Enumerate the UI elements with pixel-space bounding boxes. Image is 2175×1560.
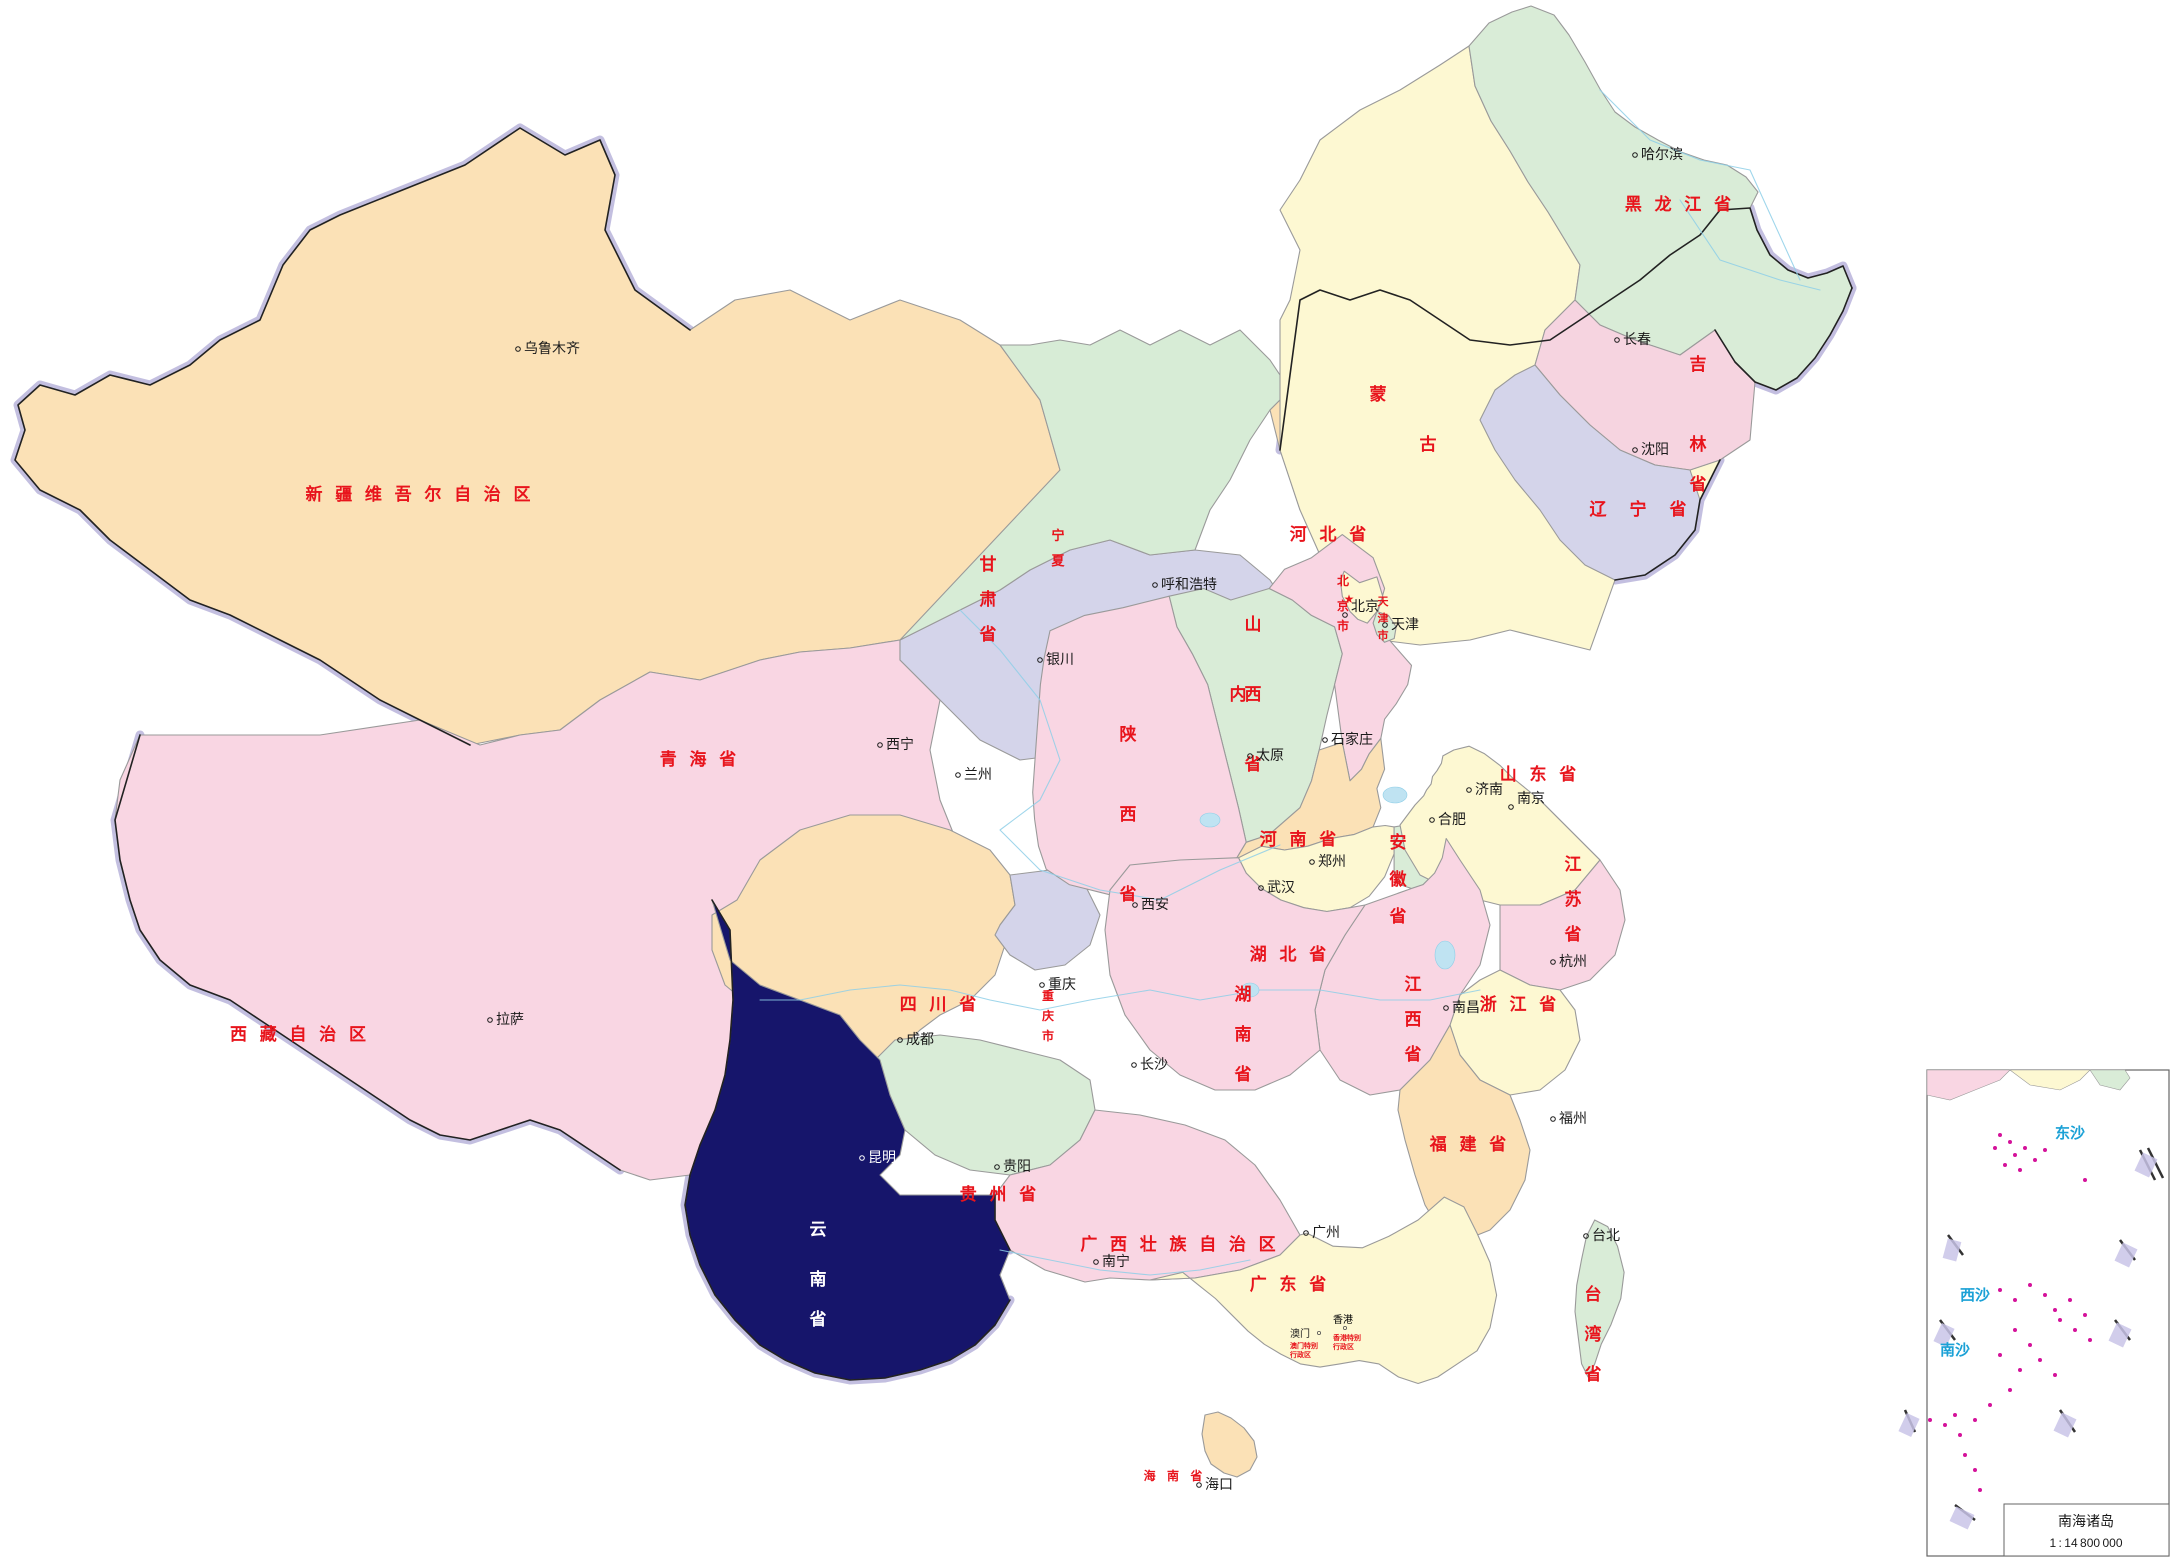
svg-text:沈阳: 沈阳 <box>1641 441 1669 457</box>
svg-text:西沙: 西沙 <box>1960 1287 1990 1304</box>
svg-text:太原: 太原 <box>1256 747 1284 763</box>
svg-text:北: 北 <box>1337 573 1353 588</box>
svg-text:西: 西 <box>1245 685 1266 704</box>
svg-text:石家庄: 石家庄 <box>1331 731 1373 747</box>
svg-text:广州: 广州 <box>1312 1224 1340 1240</box>
svg-text:市: 市 <box>1042 1028 1058 1043</box>
svg-text:南: 南 <box>810 1269 831 1289</box>
svg-text:省: 省 <box>1234 1064 1256 1084</box>
svg-text:银川: 银川 <box>1046 651 1074 667</box>
svg-text:甘: 甘 <box>980 554 1001 574</box>
svg-text:武汉: 武汉 <box>1267 879 1295 895</box>
svg-text:林: 林 <box>1690 434 1711 454</box>
svg-text:天: 天 <box>1378 595 1393 608</box>
svg-text:湖: 湖 <box>1235 985 1256 1004</box>
svg-text:合肥: 合肥 <box>1438 811 1466 827</box>
svg-text:郑州: 郑州 <box>1318 853 1346 869</box>
svg-text:西 藏 自 治 区: 西 藏 自 治 区 <box>230 1024 370 1044</box>
svg-text:哈尔滨: 哈尔滨 <box>1641 146 1683 162</box>
svg-text:1 : 14 800 000: 1 : 14 800 000 <box>2049 1536 2122 1550</box>
svg-text:广 西 壮 族 自 治 区: 广 西 壮 族 自 治 区 <box>1080 1234 1279 1254</box>
svg-text:贵 州 省: 贵 州 省 <box>960 1184 1040 1204</box>
svg-text:省: 省 <box>1689 474 1711 494</box>
svg-text:杭州: 杭州 <box>1559 953 1587 969</box>
svg-text:行政区: 行政区 <box>1332 1342 1354 1351</box>
svg-text:西: 西 <box>1405 1010 1426 1029</box>
svg-text:肃: 肃 <box>980 590 1001 609</box>
svg-text:省: 省 <box>979 624 1001 644</box>
svg-text:南海诸岛: 南海诸岛 <box>2058 1513 2114 1529</box>
svg-text:市: 市 <box>1337 618 1353 633</box>
svg-text:福 建 省: 福 建 省 <box>1429 1134 1510 1154</box>
svg-text:夏: 夏 <box>1050 553 1068 568</box>
svg-text:香港: 香港 <box>1333 1314 1353 1326</box>
svg-text:拉萨: 拉萨 <box>496 1011 524 1027</box>
svg-text:山: 山 <box>1245 615 1266 634</box>
svg-text:徽: 徽 <box>1389 869 1411 889</box>
svg-text:省: 省 <box>1584 1364 1606 1384</box>
svg-text:宁: 宁 <box>1630 499 1651 519</box>
svg-text:吉: 吉 <box>1690 355 1711 374</box>
svg-text:济南: 济南 <box>1475 781 1503 797</box>
svg-text:河 南 省: 河 南 省 <box>1260 829 1340 849</box>
svg-text:浙 江 省: 浙 江 省 <box>1480 994 1560 1014</box>
svg-text:江: 江 <box>1565 855 1586 874</box>
svg-text:四 川 省: 四 川 省 <box>900 994 980 1014</box>
svg-text:湾: 湾 <box>1585 1324 1606 1344</box>
svg-text:省: 省 <box>1564 924 1586 944</box>
svg-text:省: 省 <box>809 1309 831 1329</box>
svg-text:澳门: 澳门 <box>1290 1327 1310 1340</box>
svg-text:★: ★ <box>1344 592 1355 606</box>
svg-text:黑 龙 江 省: 黑 龙 江 省 <box>1625 194 1735 214</box>
svg-text:南沙: 南沙 <box>1940 1341 1970 1359</box>
svg-text:西宁: 西宁 <box>886 736 914 752</box>
svg-text:陕: 陕 <box>1120 724 1141 744</box>
svg-text:山 东 省: 山 东 省 <box>1500 764 1580 784</box>
svg-text:东沙: 东沙 <box>2055 1124 2085 1142</box>
svg-text:西安: 西安 <box>1141 896 1169 912</box>
svg-text:省: 省 <box>1389 906 1411 926</box>
svg-text:贵阳: 贵阳 <box>1003 1158 1031 1174</box>
svg-text:西: 西 <box>1120 805 1141 824</box>
svg-text:福州: 福州 <box>1559 1110 1587 1126</box>
svg-text:行政区: 行政区 <box>1289 1350 1311 1359</box>
svg-text:长沙: 长沙 <box>1140 1056 1168 1072</box>
svg-text:安: 安 <box>1390 832 1411 852</box>
svg-text:呼和浩特: 呼和浩特 <box>1161 576 1217 592</box>
svg-text:昆明: 昆明 <box>868 1149 896 1165</box>
svg-text:澳门特别: 澳门特别 <box>1290 1341 1318 1350</box>
svg-text:南: 南 <box>1235 1024 1256 1044</box>
svg-text:长春: 长春 <box>1623 331 1651 347</box>
svg-text:重庆: 重庆 <box>1048 976 1076 992</box>
svg-text:河 北 省: 河 北 省 <box>1290 524 1370 544</box>
svg-text:青 海 省: 青 海 省 <box>660 749 740 769</box>
svg-text:庆: 庆 <box>1041 1008 1058 1023</box>
svg-text:宁: 宁 <box>1051 528 1068 543</box>
svg-text:南宁: 南宁 <box>1102 1253 1130 1269</box>
svg-text:广 东 省: 广 东 省 <box>1250 1274 1330 1294</box>
svg-text:台: 台 <box>1585 1284 1606 1304</box>
svg-text:省: 省 <box>1404 1044 1426 1064</box>
svg-text:省: 省 <box>1119 884 1141 904</box>
svg-text:兰州: 兰州 <box>964 766 992 782</box>
svg-text:辽: 辽 <box>1590 500 1611 519</box>
svg-text:江: 江 <box>1405 975 1426 994</box>
svg-text:新 疆 维 吾 尔 自 治 区: 新 疆 维 吾 尔 自 治 区 <box>305 484 534 504</box>
svg-text:天津: 天津 <box>1391 616 1419 632</box>
svg-text:香港特别: 香港特别 <box>1332 1333 1361 1342</box>
svg-text:台北: 台北 <box>1592 1227 1620 1243</box>
svg-text:云: 云 <box>810 1220 831 1239</box>
svg-text:苏: 苏 <box>1565 889 1586 909</box>
svg-text:南昌: 南昌 <box>1452 999 1480 1015</box>
svg-text:海 南 省: 海 南 省 <box>1144 1468 1207 1483</box>
svg-text:成都: 成都 <box>906 1031 934 1047</box>
svg-text:海口: 海口 <box>1205 1476 1233 1492</box>
svg-text:古: 古 <box>1420 434 1441 454</box>
svg-text:北京: 北京 <box>1351 598 1379 614</box>
svg-text:蒙: 蒙 <box>1370 384 1391 404</box>
svg-text:省: 省 <box>1669 499 1691 519</box>
svg-text:乌鲁木齐: 乌鲁木齐 <box>524 340 580 356</box>
svg-text:南京: 南京 <box>1517 790 1545 806</box>
svg-text:湖 北 省: 湖 北 省 <box>1250 944 1330 964</box>
